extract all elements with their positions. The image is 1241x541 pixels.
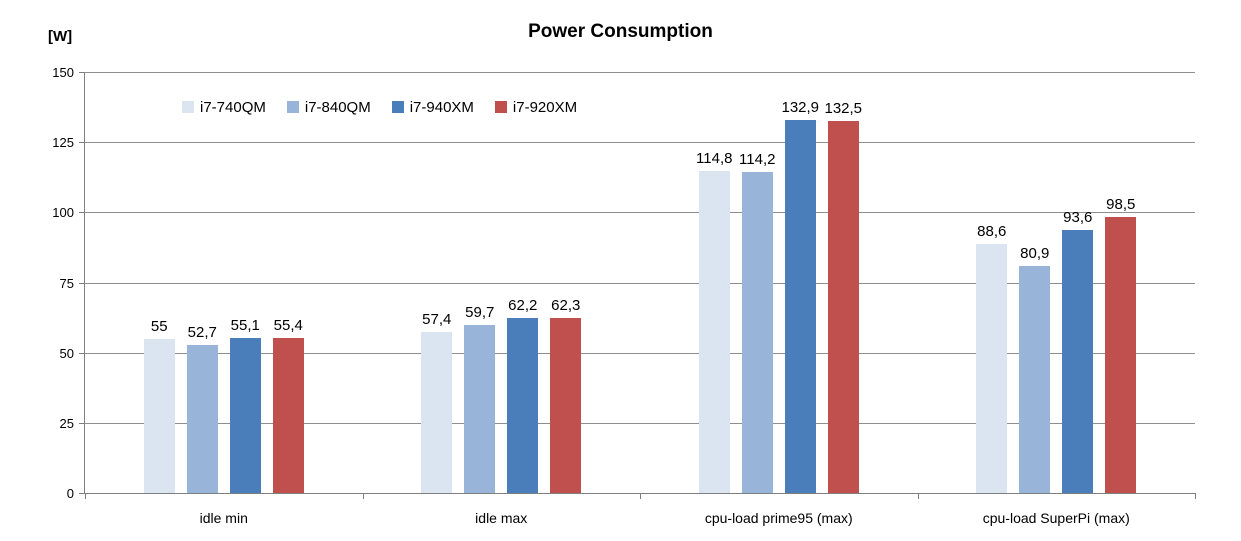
bar: 98,5 <box>1105 196 1137 493</box>
gridline <box>84 283 1195 284</box>
legend-label: i7-840QM <box>304 98 371 116</box>
y-tick-mark <box>79 493 84 494</box>
bar-groups: 55 52,7 55,1 55,4 57,4 59,7 62,2 62,3 114,8 114,2… <box>85 72 1195 493</box>
bar-value-label: 98,5 <box>1106 195 1136 213</box>
y-axis-line <box>84 72 85 494</box>
y-tick-mark <box>79 423 84 424</box>
bar: 114,2 <box>739 151 775 493</box>
bar-value-label: 132,9 <box>781 99 820 116</box>
y-tick-mark <box>79 212 84 213</box>
category-axis-labels: idle min idle max cpu-load prime95 (max) cp… <box>85 510 1195 526</box>
legend-swatch-icon <box>391 101 404 113</box>
y-tick-mark <box>79 142 84 143</box>
y-tick-mark <box>79 72 84 73</box>
bar: 62,2 <box>507 297 539 493</box>
bar: 93,6 <box>1062 209 1094 493</box>
x-tick-mark <box>363 494 364 499</box>
legend-label: i7-920XM <box>512 98 578 116</box>
bar-value-label: 55 <box>150 317 168 335</box>
legend-item: i7-940XM <box>391 98 474 116</box>
bar: 80,9 <box>1019 245 1051 493</box>
y-tick-label: 150 <box>52 65 74 80</box>
bar: 88,6 <box>976 223 1008 493</box>
legend-label: i7-940XM <box>409 98 474 116</box>
bar-group: 114,8 114,2 132,9 132,5 <box>640 72 918 493</box>
bar: 55 <box>143 318 175 493</box>
bar: 132,5 <box>824 100 862 493</box>
bar-group: 57,4 59,7 62,2 62,3 <box>363 72 641 493</box>
category-label: cpu-load prime95 (max) <box>704 510 853 526</box>
gridline <box>84 212 1195 213</box>
legend-item: i7-920XM <box>494 98 578 116</box>
y-tick-mark <box>79 283 84 284</box>
legend-item: i7-840QM <box>286 98 371 116</box>
bar-group: 55 52,7 55,1 55,4 <box>85 72 363 493</box>
bar-value-label: 57,4 <box>422 310 452 328</box>
gridline <box>84 353 1195 354</box>
x-axis-line <box>84 493 1196 494</box>
bar-value-label: 59,7 <box>465 304 495 322</box>
gridline <box>84 72 1195 73</box>
y-tick-label: 100 <box>52 205 74 220</box>
bar-value-label: 114,8 <box>696 149 733 167</box>
y-axis-unit-label: [W] <box>48 28 73 45</box>
bar: 132,9 <box>781 99 819 493</box>
legend-swatch-icon <box>286 101 299 113</box>
legend: i7-740QM i7-840QM i7-940XM i7-920XM <box>182 96 577 118</box>
legend-swatch-icon <box>494 101 507 113</box>
category-label: idle min <box>199 510 248 526</box>
x-tick-mark <box>918 494 919 499</box>
x-tick-mark <box>1195 494 1196 499</box>
bar: 62,3 <box>550 297 582 493</box>
gridline <box>84 423 1195 424</box>
bar: 114,8 <box>696 150 732 493</box>
x-tick-mark <box>85 494 86 499</box>
legend-label: i7-740QM <box>200 98 266 116</box>
y-tick-label: 75 <box>59 276 74 291</box>
bar-value-label: 114,2 <box>739 151 776 169</box>
bar-value-label: 62,2 <box>508 297 538 315</box>
bar: 52,7 <box>186 324 218 493</box>
y-tick-label: 25 <box>59 416 74 431</box>
legend-swatch-icon <box>182 101 194 113</box>
bar: 55,1 <box>229 317 261 493</box>
bar-value-label: 80,9 <box>1020 244 1050 262</box>
chart-title: Power Consumption <box>528 21 713 42</box>
bar-value-label: 55,4 <box>273 316 303 334</box>
y-tick-label: 0 <box>66 486 74 501</box>
y-tick-mark <box>79 353 84 354</box>
bar-value-label: 132,5 <box>824 100 863 118</box>
bar-value-label: 62,3 <box>551 297 581 315</box>
bar-value-label: 93,6 <box>1063 209 1093 227</box>
bar-value-label: 55,1 <box>230 317 260 335</box>
y-tick-label: 125 <box>52 135 74 150</box>
bar: 57,4 <box>421 311 453 493</box>
legend-item: i7-740QM <box>182 99 266 116</box>
bar: 55,4 <box>272 317 304 493</box>
y-tick-label: 50 <box>59 346 74 361</box>
category-label: idle max <box>475 510 528 526</box>
bar-value-label: 52,7 <box>187 324 217 342</box>
bar: 59,7 <box>464 304 496 493</box>
x-tick-mark <box>640 494 641 499</box>
category-label: cpu-load SuperPi (max) <box>982 510 1130 526</box>
bar-group: 88,6 80,9 93,6 98,5 <box>918 72 1196 493</box>
plot-area <box>84 72 1195 493</box>
bar-value-label: 88,6 <box>977 223 1007 241</box>
gridline <box>84 142 1195 143</box>
